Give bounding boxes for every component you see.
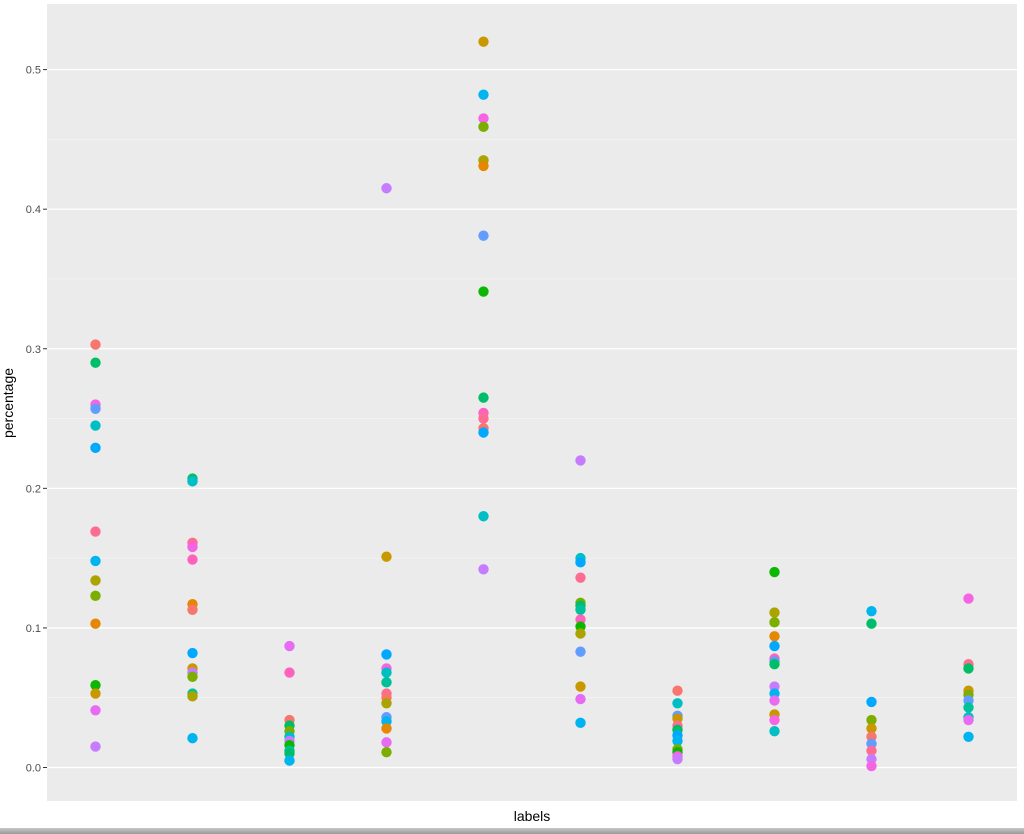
data-point (187, 554, 198, 565)
data-point (90, 555, 101, 567)
data-point (575, 604, 586, 615)
data-point (90, 575, 101, 586)
data-points (90, 36, 974, 772)
data-point (575, 693, 586, 705)
data-point (478, 89, 489, 100)
data-point (478, 392, 489, 403)
data-point (478, 36, 489, 47)
data-point (90, 741, 101, 752)
y-tick-label: 0.1 (26, 623, 41, 635)
data-point (187, 541, 198, 553)
data-point (478, 511, 489, 522)
window-bottom-edge (0, 828, 1024, 834)
major-gridlines (47, 68, 1017, 769)
data-point (769, 695, 780, 706)
data-point (90, 618, 101, 629)
data-point (478, 564, 489, 575)
data-point (381, 649, 392, 660)
data-point (381, 746, 392, 758)
data-point (478, 427, 489, 438)
y-tick-label: 0.5 (26, 65, 41, 77)
data-point (575, 681, 586, 692)
data-point (187, 732, 198, 744)
data-point (381, 698, 392, 709)
data-point (90, 705, 101, 716)
data-point (478, 113, 489, 124)
data-point (284, 755, 295, 766)
plot-panel (47, 4, 1017, 801)
data-point (284, 667, 295, 678)
y-tick-label: 0.0 (26, 763, 41, 775)
data-point (478, 413, 489, 424)
data-point (187, 476, 198, 487)
data-point (575, 557, 586, 568)
data-point (672, 685, 683, 696)
data-point (381, 183, 392, 194)
y-tick-label: 0.4 (26, 204, 41, 216)
data-point (866, 723, 877, 734)
data-point (90, 688, 101, 699)
data-point (381, 667, 392, 678)
data-point (90, 357, 101, 368)
data-point (866, 714, 877, 726)
data-point (963, 593, 974, 604)
data-point (963, 663, 974, 674)
data-point (769, 631, 780, 642)
data-point (381, 677, 392, 688)
data-point (187, 647, 198, 659)
data-point (90, 526, 101, 537)
data-point (575, 628, 586, 639)
data-point (187, 671, 198, 682)
data-point (90, 339, 101, 350)
data-point (187, 604, 198, 615)
data-point (963, 714, 974, 726)
data-point (672, 753, 683, 765)
data-point (866, 618, 877, 629)
data-point (866, 745, 877, 756)
data-point (478, 230, 489, 241)
data-point (90, 442, 101, 454)
data-point (575, 572, 586, 583)
y-tick-label: 0.2 (26, 483, 41, 495)
data-point (769, 617, 780, 628)
data-point (769, 659, 780, 670)
data-point (478, 286, 489, 297)
data-point (769, 566, 780, 578)
data-point (769, 607, 780, 618)
data-point (672, 735, 683, 747)
data-point (866, 605, 877, 617)
data-point (381, 551, 392, 562)
data-point (866, 760, 877, 772)
data-point (963, 731, 974, 742)
data-point (769, 640, 780, 652)
data-point (90, 403, 101, 414)
y-tick-label: 0.3 (26, 344, 41, 356)
data-point (575, 717, 586, 729)
y-axis-title: percentage (0, 368, 16, 438)
data-point (90, 420, 101, 431)
data-point (478, 121, 489, 133)
x-axis-title: labels (514, 808, 551, 824)
y-axis-ticks: 0.0 0.1 0.2 0.3 0.4 0.5 (26, 65, 47, 775)
data-point (284, 640, 295, 652)
data-point (769, 714, 780, 726)
minor-gridlines (47, 139, 1017, 699)
data-point (575, 455, 586, 466)
data-point (866, 696, 877, 708)
data-point (575, 646, 586, 657)
data-point (963, 702, 974, 713)
data-point (478, 160, 489, 172)
data-point (381, 723, 392, 734)
data-point (90, 679, 101, 691)
data-point (187, 691, 198, 702)
data-point (90, 590, 101, 602)
data-point (381, 737, 392, 748)
data-point (672, 698, 683, 709)
data-point (769, 726, 780, 737)
